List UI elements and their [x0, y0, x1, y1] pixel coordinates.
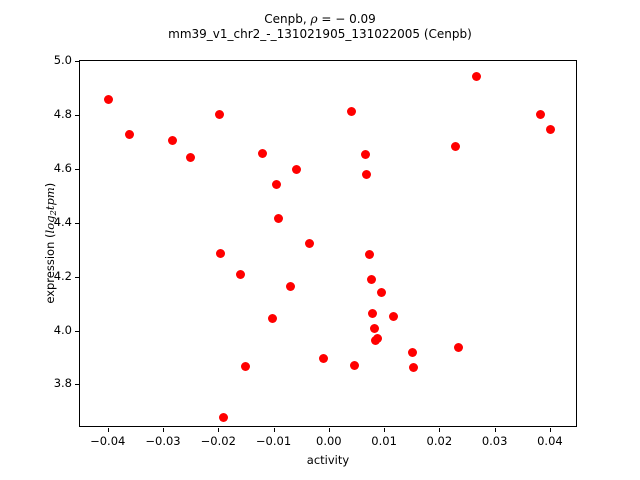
y-tick-label: 4.0 — [53, 322, 72, 337]
data-point — [104, 94, 114, 104]
y-tick-mark — [75, 276, 79, 278]
data-point — [215, 249, 225, 259]
data-point — [285, 282, 295, 292]
x-tick-label: 0.00 — [316, 434, 342, 448]
x-tick-mark — [549, 428, 551, 432]
y-axis-label-suffix: ) — [42, 182, 57, 188]
y-tick-label: 4.6 — [53, 161, 72, 176]
x-tick-label: −0.03 — [145, 434, 181, 448]
x-tick-mark — [494, 428, 496, 432]
data-point — [536, 109, 546, 119]
data-point — [125, 129, 135, 139]
data-point — [214, 110, 224, 120]
y-axis-label-log: log — [42, 215, 57, 234]
x-tick-mark — [384, 428, 386, 432]
rho-value: − 0.09 — [335, 12, 376, 26]
data-point — [241, 362, 251, 372]
data-point — [274, 214, 284, 224]
x-tick-mark — [439, 428, 441, 432]
x-tick-mark — [328, 428, 330, 432]
data-point — [218, 412, 228, 422]
data-point — [360, 150, 370, 160]
rho-symbol: ρ — [310, 12, 318, 26]
y-tick-mark — [75, 330, 79, 332]
data-point — [361, 170, 371, 180]
y-tick-mark — [75, 222, 79, 224]
data-point — [305, 239, 315, 249]
data-point — [347, 107, 357, 117]
data-point — [453, 342, 463, 352]
data-point — [367, 275, 377, 285]
y-tick-label: 5.0 — [53, 53, 72, 68]
chart-title: Cenpb, ρ = − 0.09 — [264, 12, 376, 26]
x-tick-label: −0.04 — [90, 434, 126, 448]
x-tick-mark — [163, 428, 164, 432]
y-axis-label-prefix: expression ( — [42, 233, 57, 304]
y-axis-label: expression (log2tpm) — [43, 113, 59, 373]
data-point — [451, 141, 461, 151]
y-tick-mark — [75, 115, 79, 117]
chart-title-block: Cenpb, ρ = − 0.09 mm39_v1_chr2_-_1310219… — [0, 12, 640, 43]
data-point — [365, 249, 375, 259]
x-tick-label: 0.01 — [371, 434, 397, 448]
y-axis-label-subscript: 2 — [49, 210, 60, 216]
x-tick-mark — [218, 428, 220, 432]
data-point — [368, 309, 378, 319]
chart-subtitle: mm39_v1_chr2_-_131021905_131022005 (Cenp… — [168, 27, 472, 42]
data-point — [546, 125, 556, 135]
data-point — [267, 313, 277, 323]
x-tick-mark — [273, 428, 275, 432]
y-tick-label: 4.2 — [53, 268, 72, 283]
data-point — [377, 288, 387, 298]
data-point — [272, 180, 282, 190]
data-point — [318, 354, 328, 364]
data-point — [186, 153, 196, 163]
data-point — [292, 165, 302, 175]
data-point — [349, 361, 359, 371]
x-tick-mark — [107, 428, 109, 432]
x-tick-label: 0.04 — [537, 434, 563, 448]
data-point — [369, 324, 379, 334]
data-point — [257, 149, 267, 159]
y-tick-mark — [75, 169, 79, 171]
y-axis-label-unit: tpm — [42, 187, 57, 211]
y-tick-label: 4.4 — [53, 214, 72, 229]
data-point — [168, 135, 178, 145]
x-tick-label: −0.01 — [255, 434, 292, 448]
data-point — [389, 311, 399, 321]
y-tick-label: 4.8 — [53, 107, 72, 122]
x-axis-label: activity — [306, 453, 350, 467]
y-tick-mark — [75, 61, 79, 63]
plot-axes-frame — [79, 60, 577, 427]
data-point — [408, 347, 418, 357]
data-points-layer — [80, 61, 576, 426]
y-tick-label: 3.8 — [53, 376, 72, 391]
data-point — [472, 72, 482, 82]
x-tick-label: 0.02 — [426, 434, 453, 448]
x-tick-label: −0.02 — [200, 434, 236, 448]
data-point — [372, 333, 382, 343]
data-point — [409, 363, 419, 373]
chart-title-gene: Cenpb — [264, 12, 303, 26]
y-tick-mark — [75, 384, 79, 386]
x-tick-label: 0.03 — [481, 434, 508, 448]
data-point — [235, 270, 245, 280]
